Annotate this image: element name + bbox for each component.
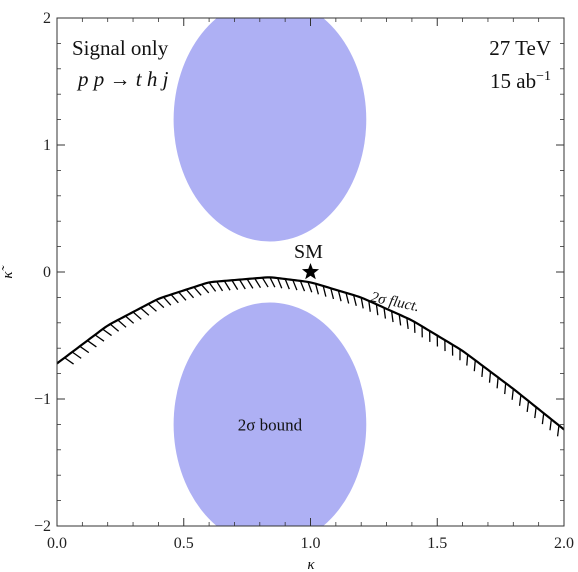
fluct-hatch — [109, 323, 120, 332]
fluct-hatch — [496, 377, 499, 389]
x-tick-label: 0.0 — [47, 535, 67, 552]
x-tick-label: 1.5 — [427, 535, 447, 552]
y-tick-label: −1 — [34, 391, 51, 408]
fluct-hatch — [488, 371, 492, 383]
fluct-hatch — [511, 388, 514, 400]
fluct-hatch — [473, 360, 476, 372]
x-tick-label: 0.5 — [174, 535, 194, 552]
y-tick-label: −2 — [34, 518, 51, 535]
annotation-luminosity-main: 15 ab — [490, 69, 536, 93]
fluct-hatch — [223, 280, 231, 291]
fluct-hatch — [178, 291, 187, 301]
fluct-hatch — [162, 296, 172, 306]
fluct-hatch — [238, 279, 246, 290]
fluct-hatch — [79, 345, 90, 354]
x-tick-label: 1.0 — [301, 535, 321, 552]
fluct-hatch — [299, 280, 306, 292]
fluct-hatch — [322, 285, 327, 297]
fluct-curve — [57, 276, 564, 431]
fluct-hatch — [337, 290, 342, 302]
fluct-hatch — [549, 419, 552, 431]
sm-star-marker — [301, 263, 320, 280]
fluct-hatch — [466, 354, 469, 366]
fluct-hatch — [254, 278, 262, 289]
annotation-luminosity: 15 ab−1 — [490, 69, 551, 93]
fluct-hatch — [140, 307, 150, 316]
fluct-hatch — [193, 286, 202, 296]
axis-ticks — [56, 17, 565, 527]
sm-label: SM — [294, 241, 323, 263]
fluct-hatch — [117, 319, 127, 328]
bound-label: 2σ bound — [238, 415, 303, 434]
fluct-hatch — [518, 394, 522, 406]
annotation-signal-only: Signal only — [72, 36, 169, 60]
x-axis-label: κ — [307, 557, 315, 572]
fluct-hatch — [216, 281, 224, 292]
annotation-energy: 27 TeV — [489, 36, 551, 60]
fluct-hatch — [314, 283, 320, 295]
fluct-hatch — [132, 311, 142, 320]
fluct-hatch — [284, 278, 290, 290]
y-tick-label: 1 — [43, 137, 51, 154]
fluct-hatch — [261, 277, 269, 288]
fluct-hatch — [185, 289, 195, 299]
y-tick-label: 0 — [43, 264, 51, 281]
fluct-curve-group — [57, 276, 564, 437]
y-tick-label: 2 — [43, 10, 51, 27]
axis-tick-labels: 0.0 0.5 1.0 1.5 2.0 −2 −1 0 1 2 — [34, 10, 574, 552]
fluct-hatch — [276, 277, 283, 289]
fluct-hatch — [398, 314, 402, 326]
fluct-hatch — [352, 294, 357, 306]
fluct-hatch — [406, 317, 409, 329]
bound-region-2 — [173, 302, 367, 526]
fluct-hatch — [541, 413, 545, 425]
fluct-hatch — [345, 292, 350, 304]
fluct-hatch — [125, 315, 135, 324]
fluct-hatch — [147, 303, 157, 312]
fluct-hatch — [526, 400, 530, 413]
fluct-hatch — [375, 304, 379, 316]
fluct-hatch — [504, 383, 507, 395]
fluct-hatch — [102, 328, 112, 337]
fluct-hatch — [231, 279, 239, 290]
fluct-hatch — [269, 277, 276, 288]
fluct-hatch — [383, 307, 387, 319]
fluct-hatch — [170, 294, 179, 304]
fluct-hatch — [64, 357, 74, 365]
fluct-hatch — [534, 407, 537, 419]
fluct-hatch — [87, 340, 97, 348]
fluct-hatch — [360, 297, 364, 309]
fluct-hatch — [201, 284, 210, 294]
fluct-hatch — [556, 425, 560, 437]
fluct-hatch — [368, 300, 371, 312]
fluct-hatch — [292, 279, 298, 291]
fluct-hatch — [390, 311, 394, 323]
fluct-hatch — [155, 299, 165, 309]
fluct-hatch — [94, 334, 105, 342]
fluct-hatch — [307, 281, 313, 293]
fluct-hatch — [330, 288, 335, 300]
fluct-hatch — [208, 282, 217, 292]
fluct-hatch — [71, 351, 82, 359]
fluct-hatch — [481, 365, 484, 377]
annotation-luminosity-sup: −1 — [536, 69, 551, 84]
y-axis-label: κ̃ — [0, 265, 16, 278]
bound-region-1 — [173, 18, 367, 242]
bound-regions — [173, 18, 367, 526]
annotation-process: p p → t h j — [76, 67, 169, 91]
x-tick-label: 2.0 — [554, 535, 574, 552]
fluct-hatch — [246, 278, 254, 289]
